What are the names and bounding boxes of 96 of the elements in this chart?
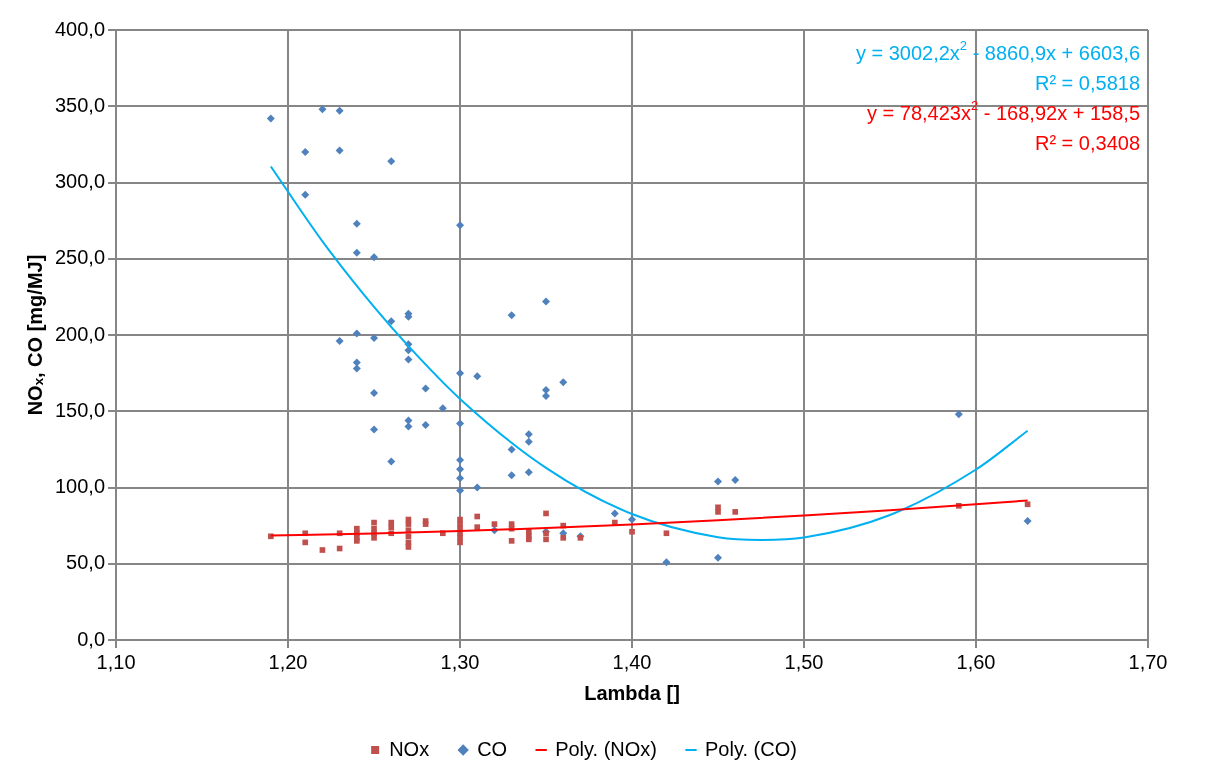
annotation: R² = 0,5818	[1034, 71, 1141, 94]
y-tick-label: 400,0	[54, 17, 106, 40]
point	[318, 105, 327, 114]
legend-label: Poly. (NOx)	[555, 737, 657, 760]
point	[524, 430, 533, 439]
point	[302, 539, 309, 546]
point	[370, 253, 379, 262]
point	[474, 524, 481, 530]
y-tick-label: 0,0	[77, 627, 106, 650]
point	[301, 148, 310, 156]
point	[456, 474, 465, 483]
point	[491, 521, 498, 527]
point	[474, 513, 481, 520]
x-tick-label: 1,10	[96, 650, 136, 673]
point	[352, 364, 361, 373]
point	[731, 475, 740, 484]
point	[663, 530, 670, 537]
x-tick-label: 1,20	[268, 650, 308, 673]
point	[456, 486, 465, 495]
point	[714, 477, 723, 486]
point	[335, 337, 344, 346]
point	[507, 471, 516, 480]
point	[371, 535, 377, 541]
x-tick-label: 1,60	[956, 650, 996, 673]
point	[404, 416, 413, 425]
point	[542, 297, 551, 306]
point	[456, 419, 465, 428]
point	[352, 358, 361, 367]
point	[404, 355, 413, 364]
point	[524, 468, 533, 477]
point	[387, 457, 396, 466]
point	[1023, 517, 1032, 526]
point	[370, 334, 379, 343]
point	[370, 425, 379, 434]
y-tick-label: 250,0	[54, 246, 106, 269]
point	[421, 420, 430, 429]
y-tick-label: 100,0	[54, 475, 106, 498]
point	[628, 515, 637, 524]
point	[456, 369, 465, 378]
y-tick-label: 350,0	[54, 93, 106, 116]
point	[560, 535, 567, 541]
point	[405, 521, 412, 527]
x-tick-label: 1,40	[612, 650, 652, 673]
point	[319, 547, 326, 553]
annotation: R² = 0,3408	[1034, 131, 1141, 154]
point	[456, 456, 465, 465]
point	[732, 509, 739, 515]
point	[438, 404, 447, 413]
point	[404, 422, 413, 431]
y-tick-label: 300,0	[54, 170, 106, 193]
point	[714, 553, 723, 562]
point	[301, 190, 310, 199]
point	[388, 524, 395, 530]
point	[352, 329, 361, 338]
point	[473, 372, 482, 381]
point	[457, 539, 463, 546]
point	[508, 538, 515, 544]
point	[335, 106, 344, 115]
y-tick-label: 200,0	[54, 322, 106, 345]
point	[542, 392, 551, 400]
y-axis-title: NOₓ, CO [mg/MJ]	[23, 254, 46, 416]
point	[352, 219, 361, 228]
point	[629, 528, 635, 535]
point	[715, 509, 721, 515]
point	[335, 146, 344, 155]
y-tick-label: 50,0	[66, 551, 106, 574]
legend-label: CO	[477, 737, 508, 760]
point	[370, 388, 379, 397]
x-tick-label: 1,70	[1128, 650, 1168, 673]
y-tick-label: 150,0	[54, 398, 106, 421]
point	[954, 410, 963, 419]
point	[610, 509, 619, 518]
point	[543, 510, 549, 517]
legend-label: Poly. (CO)	[705, 737, 797, 760]
x-tick-label: 1,50	[784, 650, 824, 673]
point	[421, 384, 430, 393]
point	[559, 378, 568, 387]
point	[473, 483, 482, 492]
legend-label: NOx	[389, 737, 430, 760]
point	[387, 317, 396, 326]
line-series	[269, 165, 1029, 541]
point	[352, 248, 361, 257]
point	[387, 157, 396, 166]
point	[371, 519, 377, 526]
x-axis-title: Lambda []	[584, 681, 680, 704]
point	[507, 311, 516, 320]
point	[507, 445, 516, 454]
point	[456, 221, 465, 230]
x-tick-label: 1,30	[440, 650, 480, 673]
point	[543, 536, 549, 543]
point	[542, 385, 551, 394]
point	[405, 544, 412, 550]
point	[662, 558, 671, 567]
point	[456, 465, 465, 474]
point	[266, 114, 275, 123]
point	[524, 437, 533, 446]
